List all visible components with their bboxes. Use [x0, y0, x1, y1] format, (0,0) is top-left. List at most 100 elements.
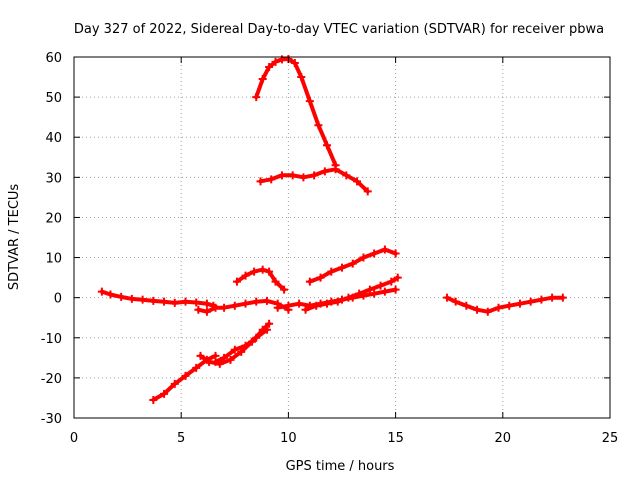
y-tick-label: -10	[41, 332, 62, 347]
data-point	[256, 177, 265, 186]
series-line-arc-9	[275, 287, 398, 310]
series-line-arc-2	[196, 298, 291, 314]
y-tick-label: -20	[41, 372, 62, 387]
y-tick-label: 20	[45, 211, 62, 226]
data-point	[363, 187, 372, 196]
y-tick-label: 10	[45, 252, 62, 267]
x-tick-label: 0	[70, 431, 78, 446]
series-group	[97, 55, 567, 404]
data-point	[271, 277, 280, 286]
data-point	[353, 177, 362, 186]
data-point	[380, 245, 389, 254]
data-point	[515, 299, 524, 308]
data-point	[505, 301, 514, 310]
data-point	[558, 293, 567, 302]
plot-frame	[73, 56, 611, 419]
data-point	[327, 267, 336, 276]
data-point	[526, 297, 535, 306]
data-point	[359, 253, 368, 262]
data-point	[494, 303, 503, 312]
data-point	[391, 285, 400, 294]
data-point	[443, 293, 452, 302]
data-point	[548, 293, 557, 302]
data-point	[252, 93, 261, 102]
data-point	[192, 363, 201, 372]
data-point	[262, 296, 271, 305]
data-point	[230, 345, 239, 354]
data-point	[290, 59, 299, 68]
data-point	[312, 301, 321, 310]
data-point	[232, 277, 241, 286]
data-point	[305, 277, 314, 286]
data-point	[473, 305, 482, 314]
data-point	[333, 297, 342, 306]
data-point	[252, 297, 261, 306]
x-tick-label: 25	[602, 431, 619, 446]
data-point	[149, 395, 158, 404]
data-point	[241, 341, 250, 350]
data-point	[241, 271, 250, 280]
data-point	[277, 171, 286, 180]
data-point	[258, 265, 267, 274]
data-point	[230, 301, 239, 310]
data-point	[483, 307, 492, 316]
data-point	[97, 287, 106, 296]
data-point	[462, 301, 471, 310]
grid	[74, 57, 610, 418]
data-point	[301, 305, 310, 314]
data-point	[310, 171, 319, 180]
y-tick-label: -30	[41, 412, 62, 427]
x-tick-label: 20	[495, 431, 512, 446]
data-point	[138, 295, 147, 304]
data-point	[295, 299, 304, 308]
data-point	[117, 292, 126, 301]
y-tick-label: 30	[45, 171, 62, 186]
data-point	[192, 298, 201, 307]
data-point	[196, 351, 205, 360]
data-point	[288, 171, 297, 180]
data-point	[252, 333, 261, 342]
axis-ticks: 0 5 10 15 20 25 -30 -20 -10 0 10 20 30 40 50 60	[41, 51, 619, 446]
data-point	[170, 298, 179, 307]
data-point	[181, 371, 190, 380]
data-point	[211, 357, 220, 366]
series-line-arc-6	[234, 267, 287, 292]
data-point	[220, 353, 229, 362]
data-point	[181, 297, 190, 306]
data-point	[314, 121, 323, 130]
chart-title: Day 327 of 2022, Sidereal Day-to-day VTE…	[74, 22, 604, 37]
data-point	[284, 301, 293, 310]
y-tick-label: 50	[45, 91, 62, 106]
y-axis-label: SDTVAR / TECUs	[7, 184, 22, 291]
data-point	[322, 299, 331, 308]
data-point	[265, 267, 274, 276]
data-point	[316, 273, 325, 282]
data-point	[342, 171, 351, 180]
data-point	[241, 299, 250, 308]
y-tick-label: 60	[45, 51, 62, 66]
data-point	[226, 355, 235, 364]
data-point	[370, 249, 379, 258]
data-point	[250, 267, 259, 276]
data-point	[370, 289, 379, 298]
x-tick-label: 10	[280, 431, 297, 446]
data-point	[387, 277, 396, 286]
data-point	[265, 319, 274, 328]
data-point	[344, 293, 353, 302]
data-point	[280, 285, 289, 294]
data-point	[338, 263, 346, 272]
data-point	[160, 297, 169, 306]
x-axis-label: GPS time / hours	[286, 459, 395, 474]
data-point	[331, 165, 340, 174]
data-point	[393, 273, 402, 282]
data-point	[202, 307, 211, 316]
data-point	[170, 379, 179, 388]
data-point	[376, 281, 385, 290]
data-point	[355, 289, 364, 298]
data-point	[160, 389, 169, 398]
y-tick-label: 40	[45, 131, 62, 146]
data-point	[258, 75, 267, 84]
data-point	[451, 297, 460, 306]
series-line-arc-7	[254, 57, 338, 168]
